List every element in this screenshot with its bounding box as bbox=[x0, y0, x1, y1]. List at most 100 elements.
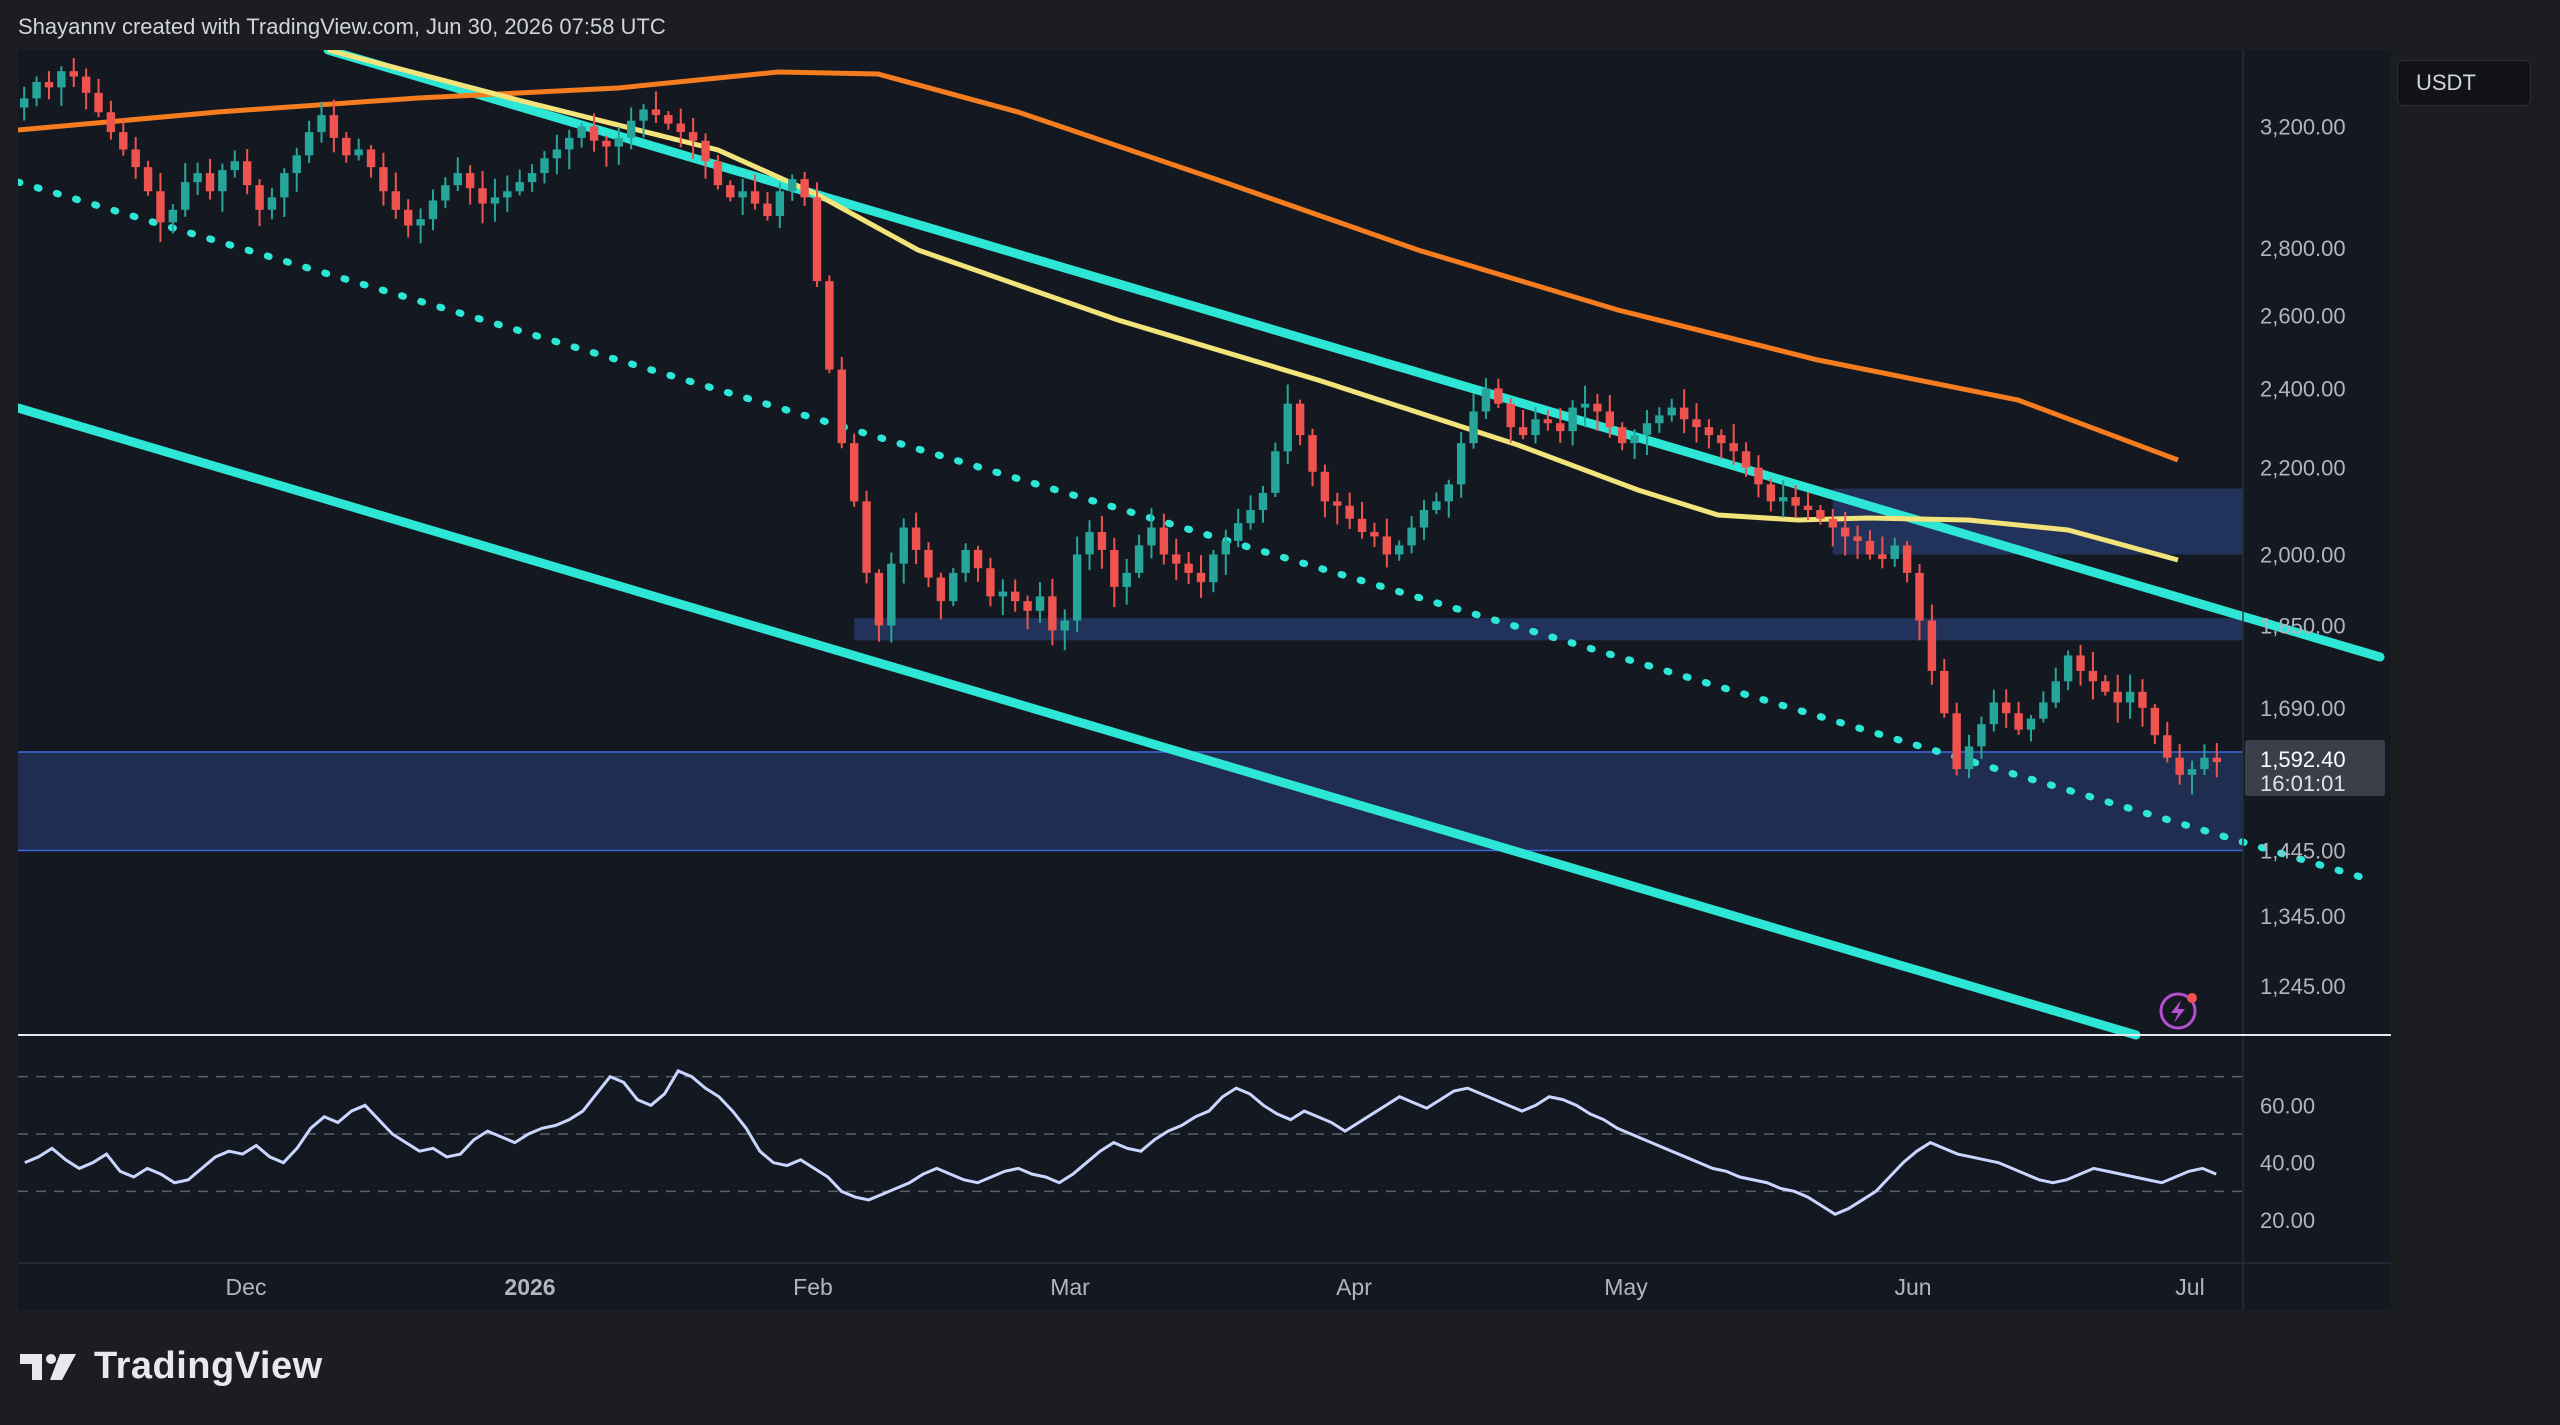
candle-body bbox=[2076, 655, 2085, 671]
candle bbox=[1741, 442, 1751, 477]
candle-body bbox=[2088, 670, 2098, 682]
candle-layer bbox=[19, 58, 2222, 795]
candle bbox=[230, 150, 239, 178]
candle bbox=[490, 178, 500, 222]
candle bbox=[106, 100, 116, 140]
candle bbox=[1630, 429, 1639, 459]
candle bbox=[1655, 407, 1664, 433]
candle-body bbox=[478, 188, 487, 204]
candle bbox=[1543, 410, 1553, 431]
alert-icon-dot bbox=[2187, 993, 2197, 1003]
candle bbox=[614, 126, 624, 165]
candle-body bbox=[911, 527, 921, 550]
chart-pane[interactable]: 3,200.00 2,800.00 2,600.00 2,400.00 2,200.00… bbox=[13, 45, 2391, 1310]
candle-body bbox=[1816, 510, 1825, 519]
candle-body bbox=[1110, 549, 1119, 587]
candle-body bbox=[1060, 620, 1069, 631]
candle-body bbox=[1630, 435, 1639, 444]
candle-body bbox=[168, 209, 178, 223]
candle bbox=[1134, 534, 1144, 578]
candle-body bbox=[676, 123, 685, 133]
candle bbox=[280, 168, 289, 217]
chart-attribution: Shayannv created with TradingView.com, J… bbox=[18, 14, 666, 39]
candle bbox=[317, 101, 326, 143]
last-price-box bbox=[2245, 740, 2385, 797]
candle-body bbox=[329, 115, 339, 138]
alert-icon-ring bbox=[2159, 992, 2197, 1030]
candle bbox=[2039, 691, 2048, 723]
candle-body bbox=[626, 120, 636, 138]
candle bbox=[168, 204, 178, 234]
candle-body bbox=[565, 137, 574, 150]
candle bbox=[1840, 511, 1850, 556]
candle bbox=[1964, 734, 1974, 779]
candle bbox=[874, 569, 884, 642]
candle bbox=[1791, 485, 1800, 519]
candle bbox=[242, 149, 252, 195]
candle-body bbox=[639, 109, 648, 121]
candle-body bbox=[1370, 531, 1379, 537]
candle-body bbox=[304, 132, 314, 156]
candle-body bbox=[1593, 403, 1602, 412]
candle bbox=[1617, 422, 1627, 451]
candle bbox=[81, 68, 91, 110]
candle bbox=[639, 103, 648, 138]
candle-body bbox=[1506, 403, 1515, 428]
candle bbox=[1803, 492, 1813, 521]
candle-body bbox=[1890, 545, 1899, 560]
candle bbox=[255, 179, 264, 227]
resistance-band bbox=[854, 618, 2243, 641]
candle bbox=[552, 134, 562, 175]
candle-body bbox=[292, 155, 301, 174]
candle-body bbox=[1642, 423, 1652, 436]
currency-selector-button[interactable]: USDT bbox=[2397, 60, 2531, 106]
candle-body bbox=[193, 173, 202, 183]
candle bbox=[428, 189, 438, 231]
price-tick-label: 3,200.00 bbox=[2260, 114, 2346, 139]
candle bbox=[94, 78, 103, 118]
time-tick-label: Jul bbox=[2175, 1274, 2204, 1300]
candle bbox=[1333, 492, 1342, 525]
candle bbox=[69, 58, 78, 87]
tradingview-wordmark: TradingView bbox=[94, 1345, 323, 1387]
candle bbox=[750, 174, 760, 210]
candle bbox=[391, 172, 401, 219]
candle-body bbox=[490, 197, 500, 204]
candle-body bbox=[441, 185, 450, 201]
candle-body bbox=[94, 92, 103, 113]
price-chart-svg[interactable]: 3,200.00 2,800.00 2,600.00 2,400.00 2,200.00… bbox=[13, 45, 2391, 1310]
candle bbox=[2101, 675, 2110, 696]
candle bbox=[2125, 674, 2135, 719]
candle bbox=[837, 356, 846, 449]
candle-body bbox=[1295, 403, 1305, 436]
candle bbox=[2088, 651, 2098, 700]
candle bbox=[2026, 715, 2036, 742]
candle bbox=[1320, 464, 1330, 518]
tradingview-logo[interactable]: TradingView bbox=[20, 1345, 323, 1388]
candle-body bbox=[267, 197, 277, 210]
candle bbox=[1308, 428, 1317, 487]
candle bbox=[193, 162, 202, 196]
candle-body bbox=[1915, 572, 1924, 621]
candle-body bbox=[2175, 757, 2184, 775]
candle-body bbox=[1605, 411, 1615, 428]
candle bbox=[1283, 384, 1292, 465]
candle-body bbox=[775, 191, 785, 217]
candle-body bbox=[763, 203, 772, 217]
candle-body bbox=[1556, 423, 1565, 432]
candle bbox=[403, 199, 413, 238]
candle bbox=[688, 117, 698, 159]
candle-body bbox=[1134, 545, 1144, 573]
candle-body bbox=[1494, 388, 1503, 404]
candle bbox=[1456, 432, 1466, 498]
candle bbox=[2063, 650, 2073, 691]
candle bbox=[1580, 385, 1590, 428]
alert-icon-bolt bbox=[2171, 1000, 2185, 1023]
candle bbox=[1097, 515, 1107, 569]
candle bbox=[267, 188, 277, 220]
candle-body bbox=[1779, 497, 1788, 502]
candle-body bbox=[1345, 505, 1354, 519]
candle-body bbox=[738, 191, 747, 198]
candle bbox=[181, 163, 190, 217]
candle bbox=[1593, 393, 1602, 431]
